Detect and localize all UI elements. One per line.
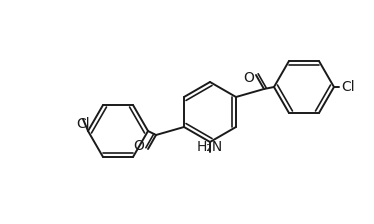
- Text: O: O: [243, 71, 254, 85]
- Text: Cl: Cl: [76, 117, 90, 131]
- Text: Cl: Cl: [341, 80, 355, 94]
- Text: H₂N: H₂N: [197, 140, 223, 154]
- Text: O: O: [133, 139, 144, 153]
